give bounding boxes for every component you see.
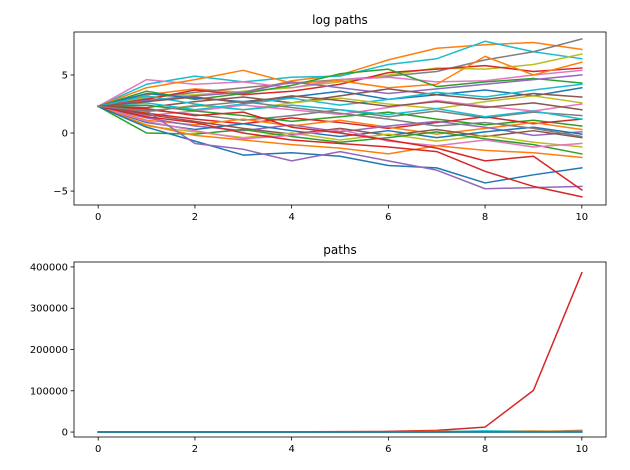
y-tick-label: −5 [53,187,68,198]
y-tick-label: 0 [62,129,68,140]
series-line-0 [97,41,583,108]
chart-title: log paths [312,13,368,27]
series-line-28 [97,105,583,191]
series-line-27 [97,105,583,198]
x-tick-label: 2 [192,444,198,455]
series-line-22 [97,105,583,155]
y-tick-label: 5 [62,70,68,81]
series-line-10 [97,88,583,109]
axes-frame [73,31,607,206]
series-line-15 [97,104,583,127]
series-group [97,38,583,198]
series-line-20 [97,105,583,139]
series-line-29 [97,95,583,120]
x-tick-label: 6 [385,444,391,455]
series-line-16 [97,105,583,130]
x-tick-label: 0 [95,212,101,223]
y-tick-label: 0 [62,428,68,439]
series-line-4 [97,64,583,108]
series-line-21 [97,105,583,148]
series-line-25 [97,105,583,184]
x-tick-label: 4 [288,444,294,455]
y-tick-label: 200000 [30,345,68,356]
x-tick-label: 10 [575,212,588,223]
paths-panel: paths 0 2 4 6 8 10 0 100000 200000 300000 400000 [30,243,607,455]
x-tick-label: 8 [482,444,488,455]
log-paths-panel: log paths 0 2 4 6 8 10 −5 0 5 [53,13,607,223]
chart-title: paths [323,243,357,257]
x-tick-label: 8 [482,212,488,223]
x-tick-label: 2 [192,212,198,223]
series-group [97,271,583,433]
series-line-8 [97,74,583,108]
series-line-30 [97,95,583,111]
x-tick-label: 4 [288,212,294,223]
x-tick-label: 6 [385,212,391,223]
series-line-6 [97,55,583,108]
x-tick-label: 10 [575,444,588,455]
series-line-9 [97,86,583,108]
series-line-26 [97,105,583,190]
x-tick-label: 0 [95,444,101,455]
series-line-1 [97,40,583,108]
y-tick-label: 300000 [30,304,68,315]
y-tick-label: 400000 [30,262,68,273]
y-tick-label: 100000 [30,386,68,397]
series-line-31 [97,100,583,138]
series-line-23 [97,105,583,148]
